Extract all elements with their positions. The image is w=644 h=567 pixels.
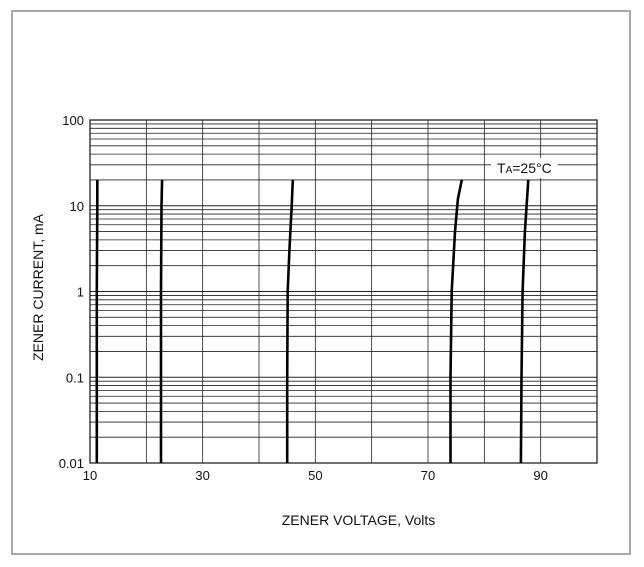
annotation-suffix: =25°C xyxy=(512,160,551,176)
zener-curve-2 xyxy=(159,179,164,463)
series-curves xyxy=(95,179,530,464)
zener-curve-1 xyxy=(95,179,99,463)
zener-curve-4 xyxy=(449,179,464,463)
annotation-prefix: T xyxy=(497,160,506,176)
annotation-group: TA=25°C xyxy=(491,158,558,178)
x-tick-label: 30 xyxy=(195,468,209,483)
zener-chart: TA=25°C 10 30 50 70 90 0.01 0.1 1 10 100 ZENER VO… xyxy=(30,113,598,528)
y-tick-label: 0.1 xyxy=(66,370,84,385)
zener-curve-5 xyxy=(519,179,530,464)
grid xyxy=(89,119,598,464)
tick-labels: 10 30 50 70 90 0.01 0.1 1 10 100 xyxy=(59,113,548,483)
annotation-subscript: A xyxy=(506,165,513,176)
figure-frame: TA=25°C 10 30 50 70 90 0.01 0.1 1 10 100 ZENER VO… xyxy=(11,10,631,555)
y-tick-label: 0.01 xyxy=(59,456,84,471)
x-tick-label: 90 xyxy=(533,468,547,483)
annotation-background xyxy=(491,158,558,178)
y-tick-label: 1 xyxy=(77,285,84,300)
x-tick-label: 70 xyxy=(421,468,435,483)
y-tick-label: 10 xyxy=(70,199,84,214)
x-tick-label: 10 xyxy=(83,468,97,483)
y-axis-label: ZENER CURRENT, mA xyxy=(30,213,46,361)
x-axis-label: ZENER VOLTAGE, Volts xyxy=(282,512,436,528)
x-tick-label: 50 xyxy=(308,468,322,483)
y-tick-label: 100 xyxy=(62,113,84,128)
temperature-annotation: TA=25°C xyxy=(497,160,552,176)
zener-curve-3 xyxy=(285,179,295,463)
